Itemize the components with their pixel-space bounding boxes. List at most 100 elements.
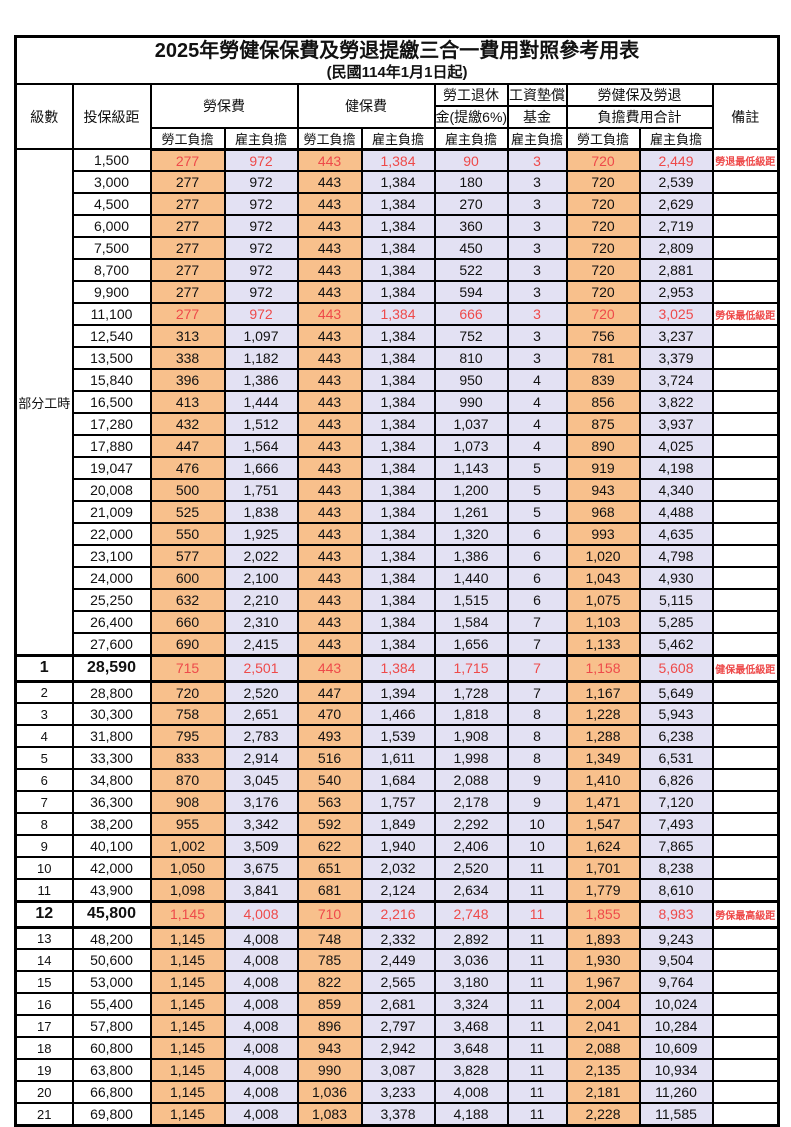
bracket-cell: 15,840 [71, 368, 152, 393]
pension-employer-cell: 3,036 [433, 948, 509, 973]
total-employer-cell: 10,284 [638, 1014, 714, 1039]
fund-employer-cell: 7 [506, 610, 568, 635]
col-header-total-line2: 負擔費用合計 [565, 104, 714, 129]
health-employer-cell: 1,539 [360, 724, 436, 749]
total-worker-cell: 2,228 [565, 1102, 641, 1127]
remark-cell [711, 746, 780, 771]
bracket-cell: 23,100 [71, 544, 152, 569]
table-row: 19,047 476 1,666 443 1,384 1,143 5 919 4,198 [16, 456, 780, 481]
bracket-cell: 63,800 [71, 1058, 152, 1083]
labor-employer-cell: 2,520 [223, 680, 299, 705]
pension-employer-cell: 1,386 [433, 544, 509, 569]
total-worker-cell: 968 [565, 500, 641, 525]
table-row: 15,840 396 1,386 443 1,384 950 4 839 3,724 [16, 368, 780, 393]
health-employer-cell: 1,940 [360, 834, 436, 859]
level-cell: 20 [14, 1080, 74, 1105]
health-employer-cell: 1,384 [360, 346, 436, 371]
health-employer-cell: 1,384 [360, 610, 436, 635]
table-row: 13 48,200 1,145 4,008 748 2,332 2,892 11 1,893 9,… [14, 926, 780, 951]
health-employer-cell: 1,384 [360, 214, 436, 239]
labor-worker-cell: 908 [149, 790, 226, 815]
total-worker-cell: 1,158 [565, 653, 641, 683]
total-employer-cell: 2,719 [638, 214, 714, 239]
health-employer-cell: 2,681 [360, 992, 436, 1017]
remark-cell [711, 192, 780, 217]
pension-employer-cell: 3,468 [433, 1014, 509, 1039]
level-cell: 19 [14, 1058, 74, 1083]
pension-employer-cell: 3,180 [433, 970, 509, 995]
pension-employer-cell: 2,406 [433, 834, 509, 859]
level-cell: 21 [14, 1102, 74, 1127]
remark-cell [711, 790, 780, 815]
pension-employer-cell: 1,656 [433, 632, 509, 657]
bracket-cell: 12,540 [71, 324, 152, 349]
fund-employer-cell: 7 [506, 653, 568, 683]
table-row: 6 34,800 870 3,045 540 1,684 2,088 9 1,410 6,826 [14, 768, 780, 793]
col-header-pension-line2: 金(提繳6%) [433, 104, 509, 129]
labor-worker-cell: 277 [149, 236, 226, 261]
fund-employer-cell: 3 [506, 324, 568, 349]
table-row: 8 38,200 955 3,342 592 1,849 2,292 10 1,547 7,493 [14, 812, 780, 837]
labor-employer-cell: 972 [223, 148, 299, 173]
labor-worker-cell: 1,098 [149, 878, 226, 903]
table-row: 3,000 277 972 443 1,384 180 3 720 2,539 [16, 170, 780, 195]
table-row: 17,280 432 1,512 443 1,384 1,037 4 875 3,937 [16, 412, 780, 437]
total-employer-cell: 11,260 [638, 1080, 714, 1105]
total-employer-cell: 3,822 [638, 390, 714, 415]
health-worker-cell: 785 [296, 948, 363, 973]
table-row: 17 57,800 1,145 4,008 896 2,797 3,468 11 2,041 10… [14, 1014, 780, 1039]
remark-cell: 勞保最高級距 [711, 899, 780, 929]
bracket-cell: 27,600 [71, 632, 152, 657]
total-worker-cell: 720 [565, 280, 641, 305]
labor-worker-cell: 1,145 [149, 1080, 226, 1105]
total-employer-cell: 2,449 [638, 148, 714, 173]
fund-employer-cell: 9 [506, 768, 568, 793]
remark-cell [711, 1058, 780, 1083]
health-worker-cell: 859 [296, 992, 363, 1017]
bracket-cell: 55,400 [71, 992, 152, 1017]
labor-worker-cell: 525 [149, 500, 226, 525]
health-worker-cell: 443 [296, 170, 363, 195]
level-cell: 部分工時 [14, 148, 74, 657]
health-employer-cell: 1,611 [360, 746, 436, 771]
total-employer-cell: 3,724 [638, 368, 714, 393]
labor-employer-cell: 3,675 [223, 856, 299, 881]
health-worker-cell: 681 [296, 878, 363, 903]
remark-cell [711, 926, 780, 951]
health-employer-cell: 1,466 [360, 702, 436, 727]
total-worker-cell: 720 [565, 214, 641, 239]
fund-employer-cell: 3 [506, 148, 568, 173]
labor-worker-cell: 338 [149, 346, 226, 371]
labor-employer-cell: 972 [223, 236, 299, 261]
pension-employer-cell: 2,634 [433, 878, 509, 903]
labor-employer-cell: 4,008 [223, 1058, 299, 1083]
total-worker-cell: 839 [565, 368, 641, 393]
health-employer-cell: 1,384 [360, 522, 436, 547]
remark-cell [711, 856, 780, 881]
total-worker-cell: 1,410 [565, 768, 641, 793]
fund-employer-cell: 10 [506, 812, 568, 837]
col-header-remark: 備註 [711, 82, 780, 151]
level-cell: 3 [14, 702, 74, 727]
remark-cell [711, 324, 780, 349]
table-row: 8,700 277 972 443 1,384 522 3 720 2,881 [16, 258, 780, 283]
health-employer-cell: 1,384 [360, 500, 436, 525]
total-worker-cell: 1,075 [565, 588, 641, 613]
health-worker-cell: 443 [296, 478, 363, 503]
subheader-total-employer: 雇主負擔 [638, 126, 714, 151]
health-worker-cell: 443 [296, 148, 363, 173]
remark-cell [711, 236, 780, 261]
total-employer-cell: 5,649 [638, 680, 714, 705]
title-row: 2025年勞健保保費及勞退提繳三合一費用對照參考用表 (民國114年1月1日起) [14, 35, 780, 85]
total-employer-cell: 2,953 [638, 280, 714, 305]
health-employer-cell: 3,087 [360, 1058, 436, 1083]
total-employer-cell: 6,531 [638, 746, 714, 771]
fund-employer-cell: 6 [506, 588, 568, 613]
labor-worker-cell: 1,145 [149, 1036, 226, 1061]
health-worker-cell: 563 [296, 790, 363, 815]
fund-employer-cell: 11 [506, 970, 568, 995]
bracket-cell: 45,800 [71, 899, 152, 929]
level-cell: 9 [14, 834, 74, 859]
pension-employer-cell: 1,261 [433, 500, 509, 525]
pension-employer-cell: 1,073 [433, 434, 509, 459]
